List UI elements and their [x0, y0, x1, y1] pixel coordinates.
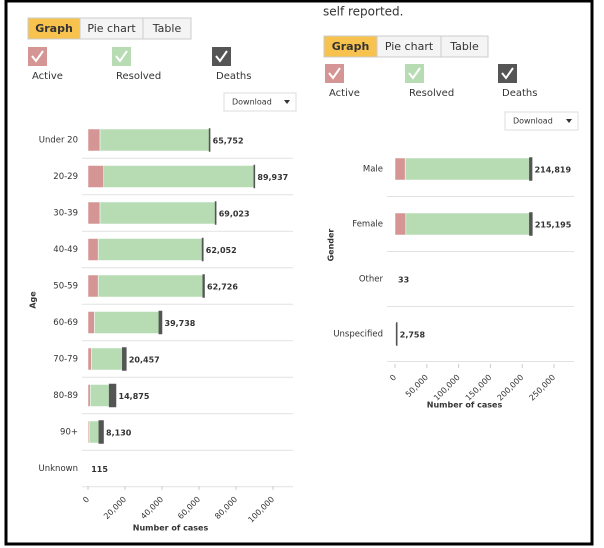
- category-label: 50-59: [53, 282, 78, 292]
- bar-segment: [89, 384, 110, 407]
- dropdown-arrow: [566, 119, 572, 123]
- bar-segment: [122, 347, 127, 371]
- category-label: 60-69: [53, 318, 78, 328]
- bar-segment: [87, 274, 99, 298]
- total-label: 214,819: [535, 166, 572, 175]
- legend-checkbox[interactable]: [325, 64, 344, 83]
- bar-segment: [87, 311, 95, 334]
- total-label: 115: [91, 465, 108, 474]
- dropdown-arrow: [284, 100, 290, 104]
- y-axis-label: Gender: [327, 229, 336, 262]
- bar-segment: [94, 311, 160, 334]
- bar-segment: [103, 165, 255, 188]
- bar-segment: [99, 128, 210, 152]
- total-label: 2,758: [400, 331, 426, 340]
- legend-checkbox[interactable]: [405, 64, 424, 83]
- bar-segment: [394, 212, 407, 236]
- header-text: self reported.: [323, 5, 403, 19]
- check-mark: [408, 67, 421, 80]
- frame: [4, 0, 594, 546]
- bar-segment: [88, 420, 100, 444]
- category-label: 30-39: [53, 209, 78, 219]
- bar-segment: [87, 165, 104, 188]
- total-label: 33: [398, 276, 409, 285]
- legend-checkbox[interactable]: [212, 47, 231, 66]
- category-label: Unknown: [39, 464, 78, 474]
- category-label: Male: [363, 165, 383, 175]
- check-mark: [501, 67, 514, 80]
- total-label: 20,457: [129, 356, 160, 365]
- category-label: Under 20: [39, 136, 78, 146]
- total-label: 89,937: [257, 173, 288, 182]
- category-label: Female: [352, 220, 383, 230]
- bar-segment: [91, 347, 124, 371]
- tab-label[interactable]: Table: [152, 22, 182, 35]
- bar-segment: [87, 238, 99, 261]
- bar-segment: [529, 212, 533, 236]
- total-label: 215,195: [535, 221, 572, 230]
- check-mark: [115, 50, 128, 63]
- total-label: 62,726: [207, 283, 238, 292]
- x-axis-label: Number of cases: [427, 401, 503, 410]
- total-label: 8,130: [106, 429, 132, 438]
- y-axis-label: Age: [29, 291, 38, 309]
- check-mark: [328, 67, 341, 80]
- category-label: Other: [359, 275, 384, 285]
- tab[interactable]: [142, 17, 192, 40]
- bar-segment: [98, 420, 104, 444]
- check-mark: [31, 50, 44, 63]
- x-tick-label: 0: [81, 495, 91, 505]
- tab-label[interactable]: Pie chart: [385, 40, 434, 53]
- legend-label[interactable]: Active: [329, 88, 360, 99]
- category-label: 20-29: [53, 172, 78, 182]
- tab-label[interactable]: Graph: [35, 22, 73, 35]
- bar-segment: [404, 157, 531, 181]
- x-tick-label: 0: [388, 373, 398, 383]
- bar-segment: [97, 274, 204, 298]
- check-mark: [215, 50, 228, 63]
- bar-segment: [529, 157, 533, 181]
- category-label: 90+: [60, 428, 78, 438]
- tab-label[interactable]: Graph: [332, 40, 370, 53]
- total-label: 65,752: [213, 137, 244, 146]
- legend-checkbox[interactable]: [112, 47, 131, 66]
- bar-segment: [97, 238, 203, 261]
- bar-segment: [87, 201, 101, 225]
- download-label[interactable]: Download: [513, 117, 553, 126]
- tab-label[interactable]: Table: [449, 40, 479, 53]
- bar-segment: [87, 384, 91, 407]
- total-label: 69,023: [219, 210, 250, 219]
- tab[interactable]: [440, 35, 489, 58]
- download-button[interactable]: [223, 92, 297, 112]
- bar-segment: [87, 128, 101, 152]
- legend-checkbox[interactable]: [498, 64, 517, 83]
- bar-segment: [108, 383, 117, 408]
- category-label: 80-89: [53, 391, 78, 401]
- legend-label[interactable]: Resolved: [116, 71, 161, 82]
- category-label: 40-49: [53, 245, 78, 255]
- download-button[interactable]: [504, 111, 579, 131]
- category-label: 70-79: [53, 355, 78, 365]
- legend-label[interactable]: Active: [32, 71, 63, 82]
- category-label: Unspecified: [333, 330, 383, 340]
- legend-label[interactable]: Resolved: [409, 88, 454, 99]
- bar-segment: [394, 157, 406, 181]
- bar-segment: [87, 347, 92, 371]
- bar-segment: [99, 201, 216, 225]
- x-axis-label: Number of cases: [133, 524, 209, 533]
- legend-label[interactable]: Deaths: [216, 71, 251, 82]
- bar-segment: [405, 212, 531, 236]
- legend-label[interactable]: Deaths: [502, 88, 537, 99]
- bar-segment: [202, 274, 205, 298]
- legend-checkbox[interactable]: [28, 47, 47, 66]
- tab-label[interactable]: Pie chart: [87, 22, 136, 35]
- total-label: 62,052: [206, 246, 237, 255]
- total-label: 39,738: [165, 319, 196, 328]
- bar-segment: [158, 310, 163, 335]
- download-label[interactable]: Download: [232, 98, 272, 107]
- total-label: 14,875: [119, 392, 150, 401]
